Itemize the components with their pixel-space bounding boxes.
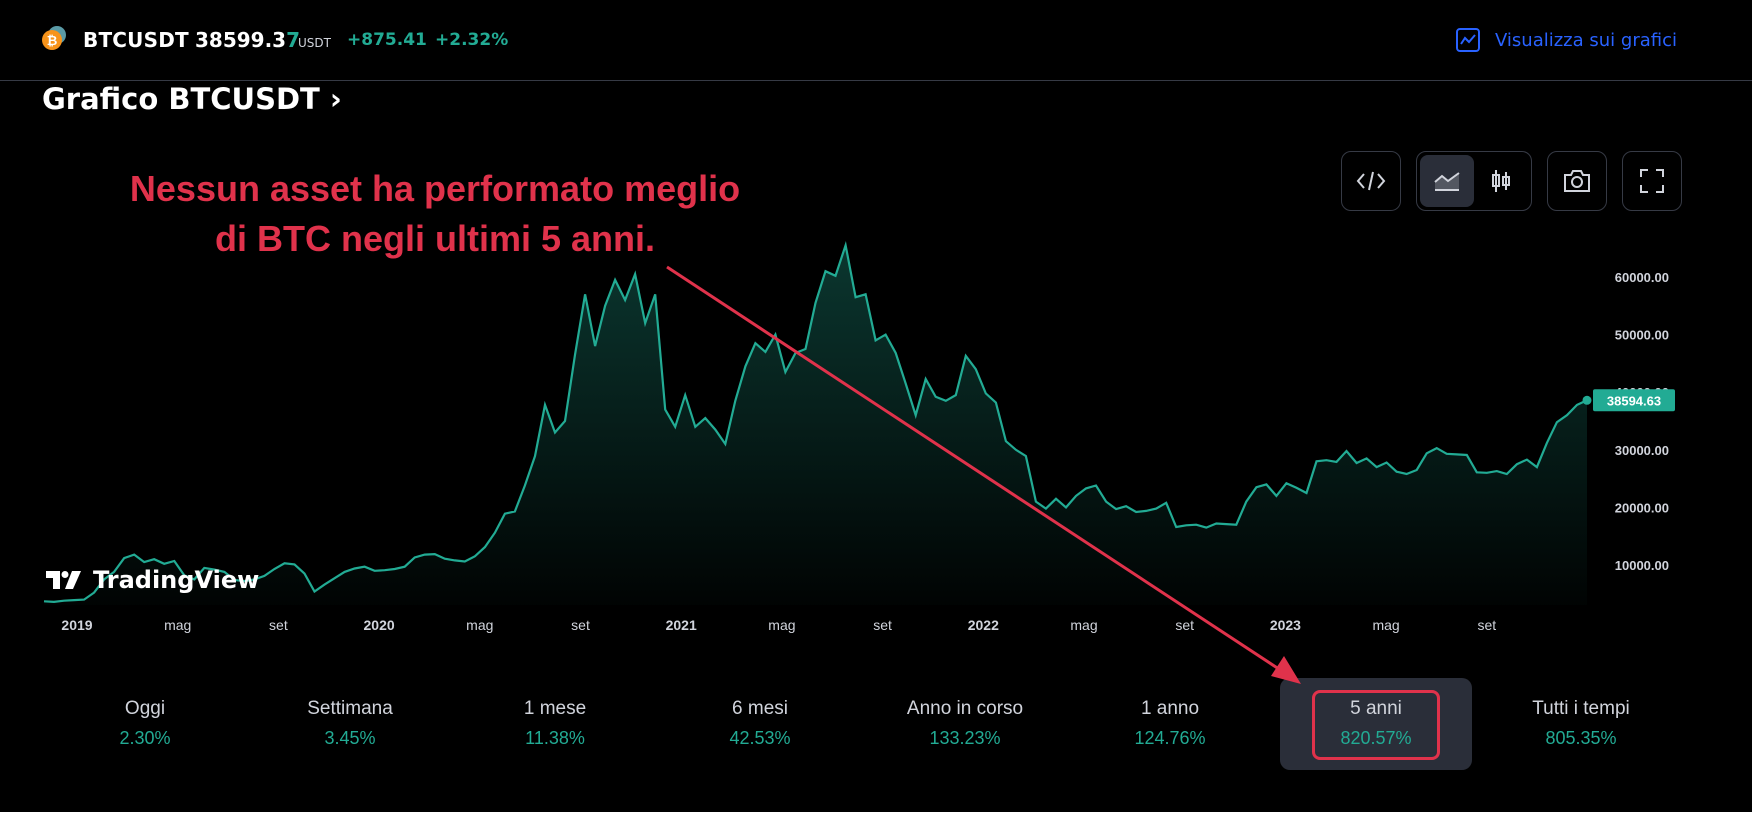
performance-period-label: Oggi <box>124 698 166 719</box>
x-axis-tick-label: set <box>873 617 892 633</box>
last-price-badge-text: 38594.63 <box>1607 393 1661 408</box>
performance-period-label: 6 mesi <box>732 698 788 719</box>
performance-period-button[interactable]: 1 anno 124.76% <box>1074 678 1266 770</box>
performance-period-button[interactable]: 1 mese 11.38% <box>459 678 651 770</box>
performance-period-value: 820.57% <box>1340 728 1412 748</box>
price-chart[interactable]: 10000.0020000.0030000.0040000.0050000.00… <box>0 230 1752 650</box>
performance-period-value: 133.23% <box>929 728 1001 748</box>
price-change-absolute: +875.41 <box>347 30 427 50</box>
x-axis-tick-label: mag <box>1070 617 1097 633</box>
performance-period-label: 5 anni <box>1350 698 1402 719</box>
x-axis-tick-label: set <box>269 617 288 633</box>
view-on-charts-label[interactable]: Visualizza sui grafici <box>1495 29 1677 51</box>
tradingview-logo[interactable]: TradingView <box>44 566 259 594</box>
x-axis-tick-label: 2023 <box>1270 617 1301 633</box>
area-chart-button[interactable] <box>1420 155 1474 207</box>
performance-period-value: 124.76% <box>1134 728 1206 748</box>
performance-period-label: Settimana <box>307 698 393 719</box>
performance-period-label: Tutti i tempi <box>1532 698 1630 719</box>
x-axis-tick-label: mag <box>466 617 493 633</box>
candles-icon <box>1492 170 1510 192</box>
x-axis-tick-label: 2019 <box>61 617 92 633</box>
price-currency: USDT <box>298 36 331 50</box>
performance-period-value: 805.35% <box>1545 728 1617 748</box>
fullscreen-icon <box>1640 169 1664 193</box>
y-axis-tick-label: 50000.00 <box>1615 328 1669 343</box>
price-change-percent: +2.32% <box>435 30 509 50</box>
performance-period-value: 11.38% <box>525 728 585 748</box>
x-axis-tick-label: 2022 <box>968 617 999 633</box>
x-axis-tick-label: set <box>571 617 590 633</box>
area-chart-icon <box>1434 172 1460 191</box>
embed-code-button[interactable] <box>1341 151 1401 211</box>
code-icon <box>1356 171 1386 191</box>
chart-style-switcher <box>1416 151 1532 211</box>
fullscreen-button[interactable] <box>1622 151 1682 211</box>
performance-period-button[interactable]: 6 mesi 42.53% <box>664 678 856 770</box>
x-axis-tick-label: mag <box>1372 617 1399 633</box>
annotation-line-2: di BTC negli ultimi 5 anni. <box>214 218 655 259</box>
y-axis-tick-label: 20000.00 <box>1615 500 1669 515</box>
snapshot-button[interactable] <box>1547 151 1607 211</box>
bitcoin-icon: ₿ <box>42 26 66 50</box>
performance-period-label: 1 anno <box>1140 698 1200 719</box>
performance-period-value: 2.30% <box>119 728 171 748</box>
chart-title-link[interactable]: Grafico BTCUSDT › <box>42 82 342 116</box>
annotation-highlight-box <box>1312 690 1440 760</box>
x-axis-tick-label: set <box>1477 617 1496 633</box>
x-axis-tick-label: mag <box>768 617 795 633</box>
tradingview-logo-icon <box>46 571 81 589</box>
x-axis-tick-label: 2020 <box>364 617 395 633</box>
performance-period-button[interactable]: Settimana 3.45% <box>254 678 446 770</box>
annotation-text: Nessun asset ha performato meglio di BTC… <box>95 164 775 264</box>
svg-text:₿: ₿ <box>47 34 58 49</box>
last-price-dot <box>1582 395 1592 405</box>
x-axis-tick-label: 2021 <box>666 617 697 633</box>
performance-period-button[interactable]: Anno in corso 133.23% <box>869 678 1061 770</box>
chart-line-icon <box>1456 28 1480 52</box>
x-axis-tick-label: set <box>1175 617 1194 633</box>
view-on-charts-link[interactable]: Visualizza sui grafici <box>1455 25 1677 55</box>
annotation-line-1: Nessun asset ha performato meglio <box>129 168 741 209</box>
y-axis-tick-label: 30000.00 <box>1615 443 1669 458</box>
bottom-divider <box>0 812 1752 815</box>
tradingview-logo-text: TradingView <box>93 566 260 594</box>
symbol-header: ₿ BTCUSDT 38599.37 USDT +875.41 +2.32% V… <box>0 0 1752 81</box>
camera-icon <box>1564 170 1590 192</box>
symbol-name: BTCUSDT <box>83 28 189 52</box>
last-price-badge <box>1593 389 1675 412</box>
x-axis-tick-label: mag <box>164 617 191 633</box>
y-axis-tick-label: 60000.00 <box>1615 270 1669 285</box>
performance-period-value: 42.53% <box>729 728 791 748</box>
performance-period-label: 1 mese <box>523 698 587 719</box>
candles-chart-button[interactable] <box>1474 155 1528 207</box>
performance-period-label: Anno in corso <box>906 698 1024 719</box>
performance-period-button[interactable]: Tutti i tempi 805.35% <box>1485 678 1677 770</box>
last-price: 38599.37 <box>195 28 301 52</box>
performance-period-button[interactable]: Oggi 2.30% <box>49 678 241 770</box>
performance-period-value: 3.45% <box>324 728 376 748</box>
y-axis-tick-label: 10000.00 <box>1615 558 1669 573</box>
